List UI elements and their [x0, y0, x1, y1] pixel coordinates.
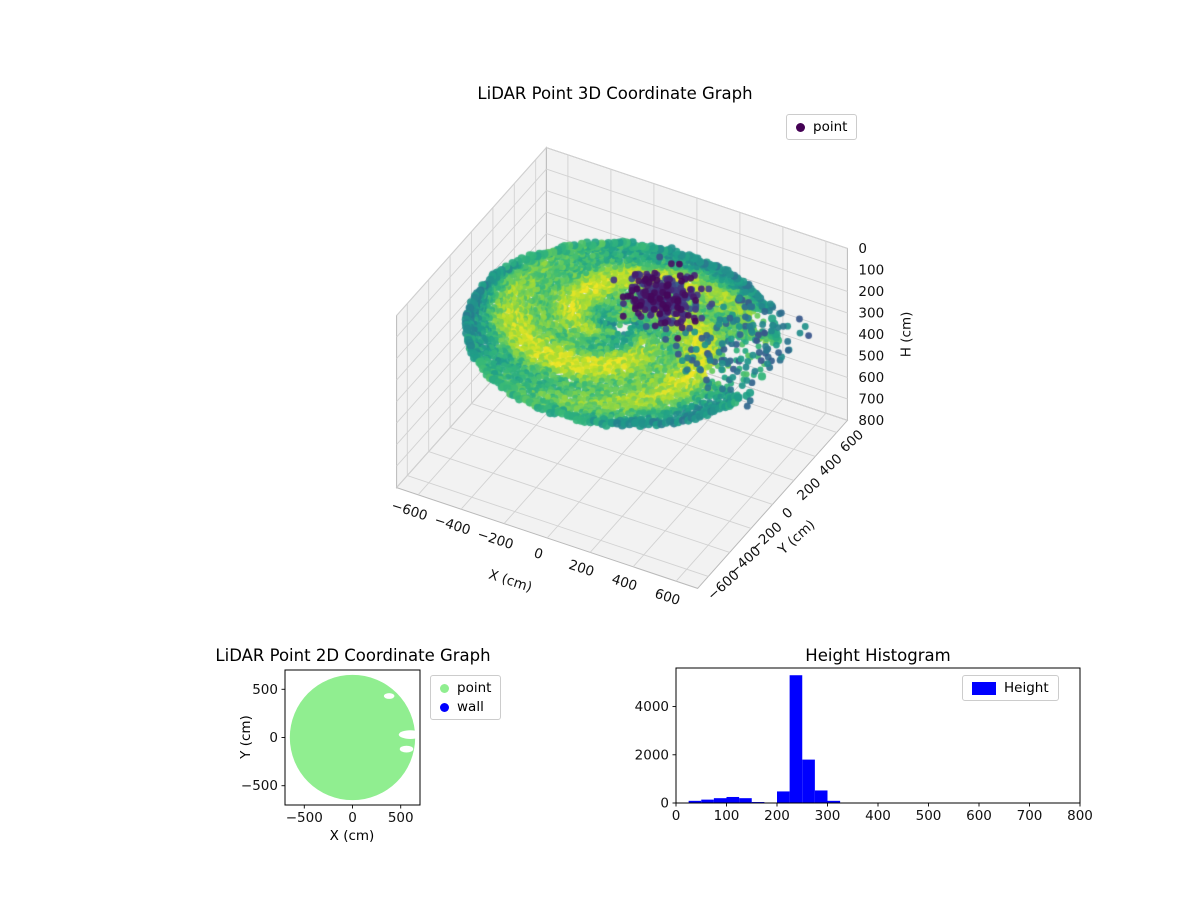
point-marker-icon [796, 122, 805, 132]
svg-text:4000: 4000 [635, 699, 669, 715]
svg-text:200: 200 [764, 808, 790, 824]
legend-label: Height [1004, 680, 1049, 696]
plot2d-title: LiDAR Point 2D Coordinate Graph [215, 646, 491, 665]
svg-text:800: 800 [858, 413, 884, 429]
plot3d-title: LiDAR Point 3D Coordinate Graph [477, 84, 753, 103]
svg-text:400: 400 [858, 327, 884, 343]
svg-text:200: 200 [794, 475, 824, 504]
svg-text:−400: −400 [432, 512, 472, 539]
svg-text:400: 400 [865, 808, 891, 824]
svg-text:700: 700 [1017, 808, 1043, 824]
svg-text:0: 0 [348, 810, 357, 826]
point-marker-icon [440, 683, 449, 693]
svg-text:X (cm): X (cm) [487, 567, 534, 596]
svg-text:0: 0 [269, 730, 278, 746]
legend-item-point: point [440, 680, 491, 696]
legend-item-wall: wall [440, 699, 491, 715]
svg-text:500: 500 [388, 810, 414, 826]
height-swatch-icon [972, 681, 996, 695]
legend-label: point [457, 680, 492, 696]
svg-text:100: 100 [858, 262, 884, 278]
plot3d-legend: point [786, 114, 858, 140]
svg-text:100: 100 [714, 808, 740, 824]
svg-text:600: 600 [837, 427, 867, 456]
legend-label: wall [457, 699, 484, 715]
histogram-legend: Height [962, 675, 1059, 701]
svg-text:300: 300 [858, 305, 884, 321]
svg-text:600: 600 [653, 586, 682, 609]
svg-text:800: 800 [1067, 808, 1093, 824]
svg-text:0: 0 [779, 505, 796, 523]
svg-text:400: 400 [610, 571, 639, 594]
svg-text:500: 500 [252, 682, 278, 698]
svg-text:700: 700 [858, 391, 884, 407]
svg-text:−500: −500 [241, 778, 278, 794]
plot2d-ylabel: Y (cm) [238, 715, 254, 759]
histogram-title: Height Histogram [805, 646, 951, 665]
legend-label: point [813, 119, 848, 135]
svg-text:2000: 2000 [635, 747, 669, 763]
wall-marker-icon [440, 702, 449, 712]
plot2d-axes: −500 0 500 −500 0 500 [241, 669, 422, 826]
svg-text:600: 600 [966, 808, 992, 824]
svg-text:0: 0 [532, 545, 545, 563]
svg-text:0: 0 [858, 241, 867, 257]
svg-text:−200: −200 [475, 526, 515, 553]
legend-item-height: Height [972, 680, 1049, 696]
svg-text:Y (cm): Y (cm) [775, 517, 819, 559]
svg-text:600: 600 [858, 370, 884, 386]
svg-text:500: 500 [858, 348, 884, 364]
plot2d-legend: point wall [430, 675, 502, 720]
svg-text:200: 200 [567, 557, 596, 580]
svg-text:0: 0 [660, 796, 669, 812]
svg-text:H (cm): H (cm) [898, 312, 914, 358]
svg-text:−600: −600 [389, 498, 429, 525]
svg-text:200: 200 [858, 284, 884, 300]
svg-text:300: 300 [815, 808, 841, 824]
legend-item-point: point [796, 119, 847, 135]
svg-text:500: 500 [916, 808, 942, 824]
svg-text:400: 400 [816, 451, 846, 480]
svg-text:−500: −500 [286, 810, 323, 826]
plot2d-xlabel: X (cm) [329, 828, 375, 844]
svg-text:0: 0 [672, 808, 681, 824]
